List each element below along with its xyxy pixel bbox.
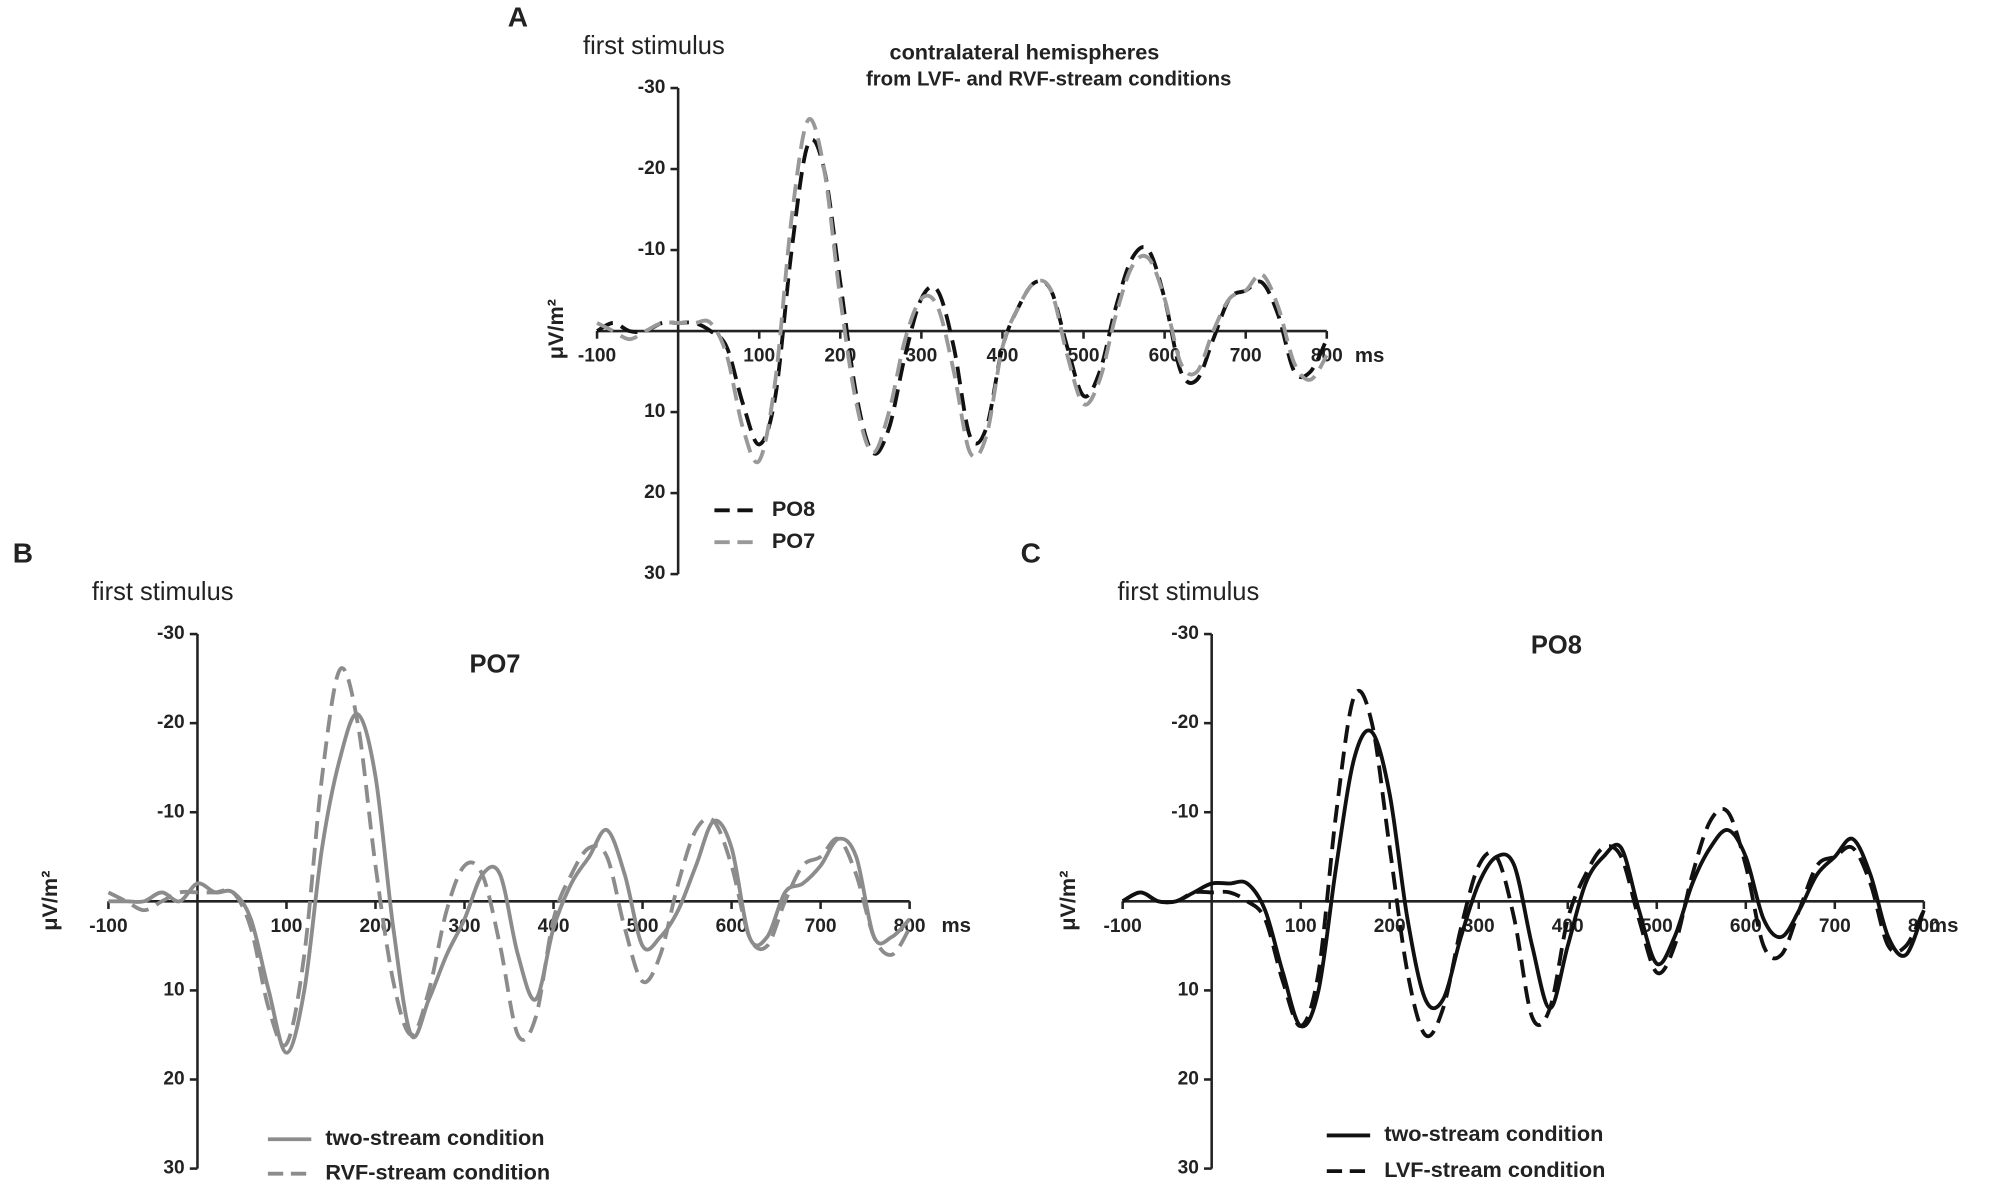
panel-label: A <box>508 2 528 33</box>
panel-label: B <box>13 537 33 568</box>
annotation: first stimulus <box>583 32 725 60</box>
x-tick-label: 700 <box>1230 346 1262 367</box>
y-tick-label: 10 <box>644 401 665 422</box>
x-axis-label: ms <box>942 915 972 937</box>
annotation: first stimulus <box>1118 578 1260 606</box>
series-line <box>108 712 912 1055</box>
y-tick-label: -30 <box>157 623 185 644</box>
legend-label: LVF-stream condition <box>1384 1157 1605 1182</box>
x-tick-label: 100 <box>1285 916 1317 937</box>
y-tick-label: -30 <box>638 77 666 98</box>
y-tick-label: -10 <box>1171 801 1199 822</box>
y-tick-label: 20 <box>644 482 665 503</box>
y-axis-label: μV/m² <box>1055 871 1080 931</box>
legend-label: two-stream condition <box>1384 1121 1603 1146</box>
chart-title: PO8 <box>1531 632 1582 660</box>
x-axis-label: ms <box>1355 345 1385 367</box>
x-tick-label: 700 <box>1819 916 1851 937</box>
x-tick-label: 300 <box>1463 916 1495 937</box>
chart-title: PO7 <box>469 651 520 679</box>
y-tick-label: 30 <box>644 563 665 584</box>
x-axis-label: ms <box>1929 915 1959 937</box>
y-tick-label: -30 <box>1171 623 1199 644</box>
y-tick-label: 20 <box>163 1069 184 1090</box>
y-axis-label: μV/m² <box>543 299 568 359</box>
series-line <box>596 117 1329 465</box>
x-tick-label: 700 <box>805 916 837 937</box>
chart-title: contralateral hemispheres <box>890 39 1160 64</box>
x-tick-label: 600 <box>1730 916 1762 937</box>
series-line <box>1121 728 1926 1029</box>
series-line <box>107 666 912 1048</box>
x-tick-label: 500 <box>1068 346 1100 367</box>
y-tick-label: 20 <box>1178 1069 1199 1090</box>
y-tick-label: 10 <box>1178 979 1199 1000</box>
x-tick-label: 100 <box>271 916 303 937</box>
legend-label: PO8 <box>772 496 815 521</box>
y-tick-label: -10 <box>157 801 185 822</box>
y-tick-label: 10 <box>163 979 184 1000</box>
annotation: first stimulus <box>92 578 234 606</box>
x-tick-label: 200 <box>1374 916 1406 937</box>
x-tick-label: 800 <box>1908 916 1940 937</box>
legend-label: two-stream condition <box>325 1125 544 1150</box>
legend-label: PO7 <box>772 528 815 553</box>
x-tick-label: -100 <box>89 916 127 937</box>
x-tick-label: -100 <box>578 346 616 367</box>
x-tick-label: 500 <box>1641 916 1673 937</box>
y-tick-label: -20 <box>157 712 185 733</box>
x-tick-label: 800 <box>894 916 926 937</box>
x-tick-label: 300 <box>905 346 937 367</box>
x-tick-label: 400 <box>986 346 1018 367</box>
chart-subtitle: from LVF- and RVF-stream conditions <box>866 69 1231 91</box>
y-tick-label: -10 <box>638 239 666 260</box>
y-tick-label: 30 <box>163 1158 184 1179</box>
y-tick-label: -20 <box>1171 712 1199 733</box>
x-tick-label: 600 <box>716 916 748 937</box>
x-tick-label: -100 <box>1104 916 1142 937</box>
series-line <box>596 137 1329 456</box>
legend-label: RVF-stream condition <box>325 1159 550 1184</box>
series-line <box>1121 688 1926 1039</box>
y-axis-label: μV/m² <box>37 871 62 931</box>
panel-label: C <box>1021 537 1041 568</box>
x-tick-label: 500 <box>627 916 659 937</box>
x-tick-label: 100 <box>743 346 775 367</box>
y-tick-label: 30 <box>1178 1158 1199 1179</box>
y-tick-label: -20 <box>638 158 666 179</box>
x-tick-label: 600 <box>1149 346 1181 367</box>
